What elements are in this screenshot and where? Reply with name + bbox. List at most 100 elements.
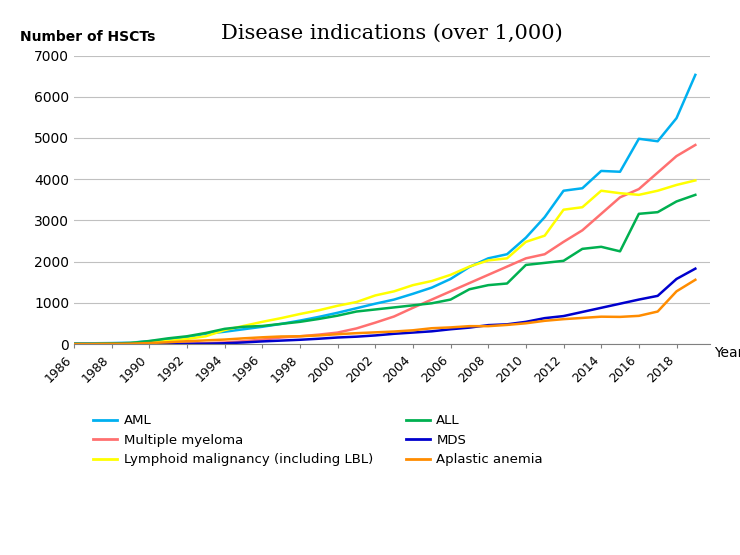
MDS	[221, 340, 229, 347]
Lymphoid malignancy (including LBL)	[126, 340, 135, 346]
ALL	[183, 333, 192, 340]
AML	[596, 168, 605, 174]
ALL	[502, 280, 511, 287]
ALL	[390, 304, 399, 311]
AML	[239, 326, 248, 332]
Line: Lymphoid malignancy (including LBL): Lymphoid malignancy (including LBL)	[74, 180, 696, 344]
Aplastic anemia	[145, 340, 154, 346]
AML	[408, 290, 417, 297]
ALL	[333, 312, 342, 319]
Aplastic anemia	[502, 321, 511, 328]
Lymphoid malignancy (including LBL)	[672, 181, 681, 188]
Multiple myeloma	[390, 313, 399, 320]
Aplastic anemia	[691, 276, 700, 283]
AML	[107, 340, 116, 346]
Line: Multiple myeloma: Multiple myeloma	[74, 145, 696, 344]
Multiple myeloma	[616, 194, 625, 201]
MDS	[295, 336, 304, 343]
Lymphoid malignancy (including LBL)	[691, 177, 700, 184]
Aplastic anemia	[201, 337, 210, 344]
Multiple myeloma	[672, 153, 681, 159]
Aplastic anemia	[183, 338, 192, 345]
Multiple myeloma	[484, 271, 493, 278]
MDS	[201, 340, 210, 347]
Lymphoid malignancy (including LBL)	[653, 188, 662, 194]
Multiple myeloma	[691, 142, 700, 148]
Aplastic anemia	[540, 317, 549, 324]
Line: AML: AML	[74, 75, 696, 344]
MDS	[408, 329, 417, 336]
ALL	[465, 286, 474, 292]
MDS	[390, 330, 399, 337]
MDS	[427, 328, 436, 335]
ALL	[672, 198, 681, 205]
AML	[559, 188, 568, 194]
MDS	[502, 321, 511, 327]
Lymphoid malignancy (including LBL)	[559, 206, 568, 213]
MDS	[239, 339, 248, 346]
Multiple myeloma	[596, 210, 605, 217]
ALL	[596, 244, 605, 250]
Multiple myeloma	[145, 341, 154, 347]
Multiple myeloma	[221, 339, 229, 346]
Lymphoid malignancy (including LBL)	[465, 263, 474, 270]
Multiple myeloma	[314, 331, 323, 338]
MDS	[634, 296, 643, 303]
Lymphoid malignancy (including LBL)	[578, 204, 587, 210]
Lymphoid malignancy (including LBL)	[277, 315, 286, 321]
Multiple myeloma	[88, 341, 97, 347]
ALL	[691, 191, 700, 198]
Lymphoid malignancy (including LBL)	[634, 191, 643, 198]
ALL	[484, 282, 493, 289]
Aplastic anemia	[314, 332, 323, 339]
ALL	[295, 319, 304, 325]
AML	[371, 300, 380, 307]
Multiple myeloma	[183, 340, 192, 347]
Multiple myeloma	[239, 338, 248, 345]
Lymphoid malignancy (including LBL)	[333, 302, 342, 309]
ALL	[352, 308, 361, 315]
Aplastic anemia	[596, 314, 605, 320]
ALL	[145, 337, 154, 344]
Lymphoid malignancy (including LBL)	[88, 341, 97, 347]
Multiple myeloma	[70, 341, 78, 347]
Aplastic anemia	[107, 341, 116, 347]
Aplastic anemia	[164, 339, 172, 346]
ALL	[201, 330, 210, 336]
ALL	[427, 300, 436, 306]
MDS	[352, 334, 361, 340]
AML	[70, 340, 78, 347]
AML	[465, 264, 474, 270]
ALL	[314, 316, 323, 322]
Multiple myeloma	[502, 263, 511, 270]
Aplastic anemia	[239, 335, 248, 342]
Aplastic anemia	[333, 331, 342, 337]
AML	[446, 276, 455, 282]
Aplastic anemia	[446, 324, 455, 331]
ALL	[540, 260, 549, 266]
Lymphoid malignancy (including LBL)	[502, 255, 511, 261]
Aplastic anemia	[352, 330, 361, 336]
AML	[258, 324, 266, 330]
AML	[333, 310, 342, 316]
ALL	[277, 321, 286, 327]
AML	[578, 185, 587, 191]
Multiple myeloma	[107, 341, 116, 347]
Aplastic anemia	[559, 316, 568, 322]
Line: MDS: MDS	[74, 269, 696, 344]
Aplastic anemia	[653, 308, 662, 315]
Lymphoid malignancy (including LBL)	[221, 327, 229, 334]
MDS	[277, 337, 286, 344]
Multiple myeloma	[446, 288, 455, 295]
Lymphoid malignancy (including LBL)	[183, 336, 192, 342]
ALL	[522, 261, 531, 268]
AML	[88, 340, 97, 347]
Lymphoid malignancy (including LBL)	[522, 239, 531, 245]
AML	[691, 72, 700, 78]
Lymphoid malignancy (including LBL)	[484, 257, 493, 264]
Aplastic anemia	[408, 327, 417, 334]
Lymphoid malignancy (including LBL)	[201, 333, 210, 340]
MDS	[126, 341, 135, 347]
AML	[616, 168, 625, 175]
MDS	[258, 338, 266, 345]
